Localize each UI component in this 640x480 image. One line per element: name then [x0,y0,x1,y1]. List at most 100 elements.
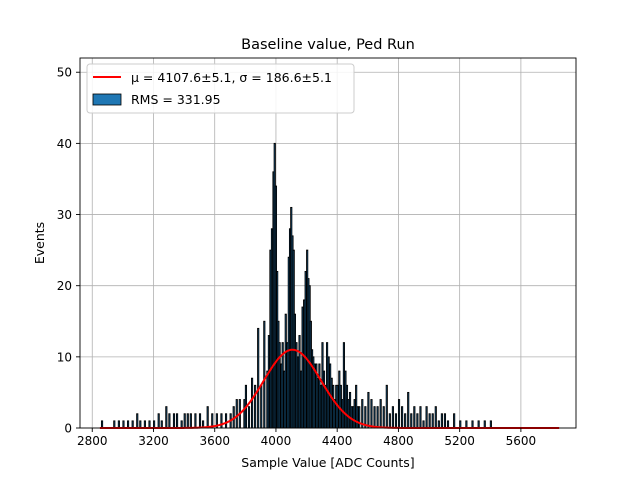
histogram-bar [263,320,266,429]
histogram-bar [356,406,359,429]
histogram-bar [175,413,179,429]
x-axis-ticks: 2800 3200 3600 4000 4400 4800 5200 5600 [77,428,536,448]
histogram-bar [280,363,283,429]
histogram-bar [183,413,186,429]
histogram-bar [266,370,269,429]
histogram-bar [344,370,347,429]
x-tick-label: 5200 [444,434,475,448]
histogram-bar [425,406,428,429]
histogram-bar [260,384,263,429]
legend: μ = 4107.6±5.1, σ = 186.6±5.1 RMS = 331.… [86,63,355,114]
histogram-bar [345,384,349,429]
histogram-bar [180,420,183,429]
histogram-bar [330,377,333,429]
histogram-bar [358,406,361,429]
histogram-bar [428,413,431,429]
x-tick-label: 4800 [383,434,414,448]
histogram-bar [293,313,296,429]
histogram-bar [322,370,326,429]
histogram-bar [295,342,298,429]
histogram-bar [379,399,382,429]
histogram-bar [270,228,274,429]
histogram-bar [157,413,160,429]
legend-box [86,63,355,114]
histogram-bar [220,413,223,429]
histogram-bar [385,384,388,429]
histogram-bar [388,413,391,429]
x-tick-label: 4400 [322,434,353,448]
histogram-bar [446,420,450,429]
y-axis-ticks: 0 10 20 30 40 50 [57,66,80,436]
histogram-bar [352,406,355,429]
histogram-bar [326,342,329,429]
plot-frame [79,57,577,429]
histogram-bar [316,377,319,429]
histogram-bar [283,370,286,429]
histogram-bar [160,420,163,429]
histogram-bar [206,406,209,429]
histogram-bar [117,420,120,429]
histogram-bar [235,399,238,429]
histogram-bar [299,370,303,429]
x-tick-label: 2800 [77,434,108,448]
legend-fit-label: μ = 4107.6±5.1, σ = 186.6±5.1 [131,70,332,85]
histogram-bar [437,420,440,429]
histogram-bar [347,399,350,429]
histogram-bar [224,413,228,429]
histogram-bar [401,406,404,429]
y-tick-label: 30 [57,208,72,222]
histogram-bar [394,413,398,429]
histogram-bar [391,406,394,429]
legend-rms-label: RMS = 331.95 [131,92,221,107]
histogram-bar [370,399,373,429]
histogram-bar [301,306,304,429]
x-axis-label: Sample Value [ADC Counts] [241,455,414,470]
histogram-bar [341,399,344,429]
histogram-bar [267,335,270,429]
y-axis-label: Events [32,222,47,264]
histogram-bar [471,420,474,429]
histogram-bar [318,363,321,429]
histogram-bar [298,335,301,429]
histogram-bar [404,413,407,429]
histogram-bar [247,406,251,429]
histogram-bar [243,399,246,429]
histogram-bar [143,420,146,429]
histogram-bar [407,391,410,429]
y-tick-label: 10 [57,350,72,364]
chart-title: Baseline value, Ped Run [241,37,415,53]
histogram-bar [136,413,139,429]
histogram-bar [376,406,379,429]
x-tick-label: 4000 [261,434,292,448]
histogram-bar [254,384,257,429]
histogram-bar [186,413,189,429]
histogram-bar [419,406,422,429]
y-tick-label: 40 [57,137,72,151]
histogram-bar [269,249,272,429]
histogram-bar [339,384,342,429]
histogram-bar [153,420,156,429]
histogram-bar [477,420,480,429]
histogram-bar [367,391,370,429]
histogram-bar [122,420,125,429]
histogram-bar [335,384,338,429]
histogram-bar [434,406,437,429]
y-tick-label: 50 [57,66,72,80]
histogram-bar [286,342,289,429]
histogram-bar [342,342,345,429]
histogram-bar [353,399,356,429]
histogram-bar [440,413,443,429]
histogram-bar [127,420,130,429]
histogram-bar [338,370,341,429]
histogram-bar [410,413,413,429]
histogram-bar [100,420,104,429]
histogram-bar [332,384,335,429]
x-tick-label: 3600 [199,434,230,448]
histogram-bar [257,327,260,429]
histogram-bar [324,384,327,429]
histogram-bar [465,420,468,429]
histogram-bar [413,406,416,429]
histogram-bar [319,384,323,429]
histogram-bar [304,271,307,429]
histogram-bar [382,406,385,429]
